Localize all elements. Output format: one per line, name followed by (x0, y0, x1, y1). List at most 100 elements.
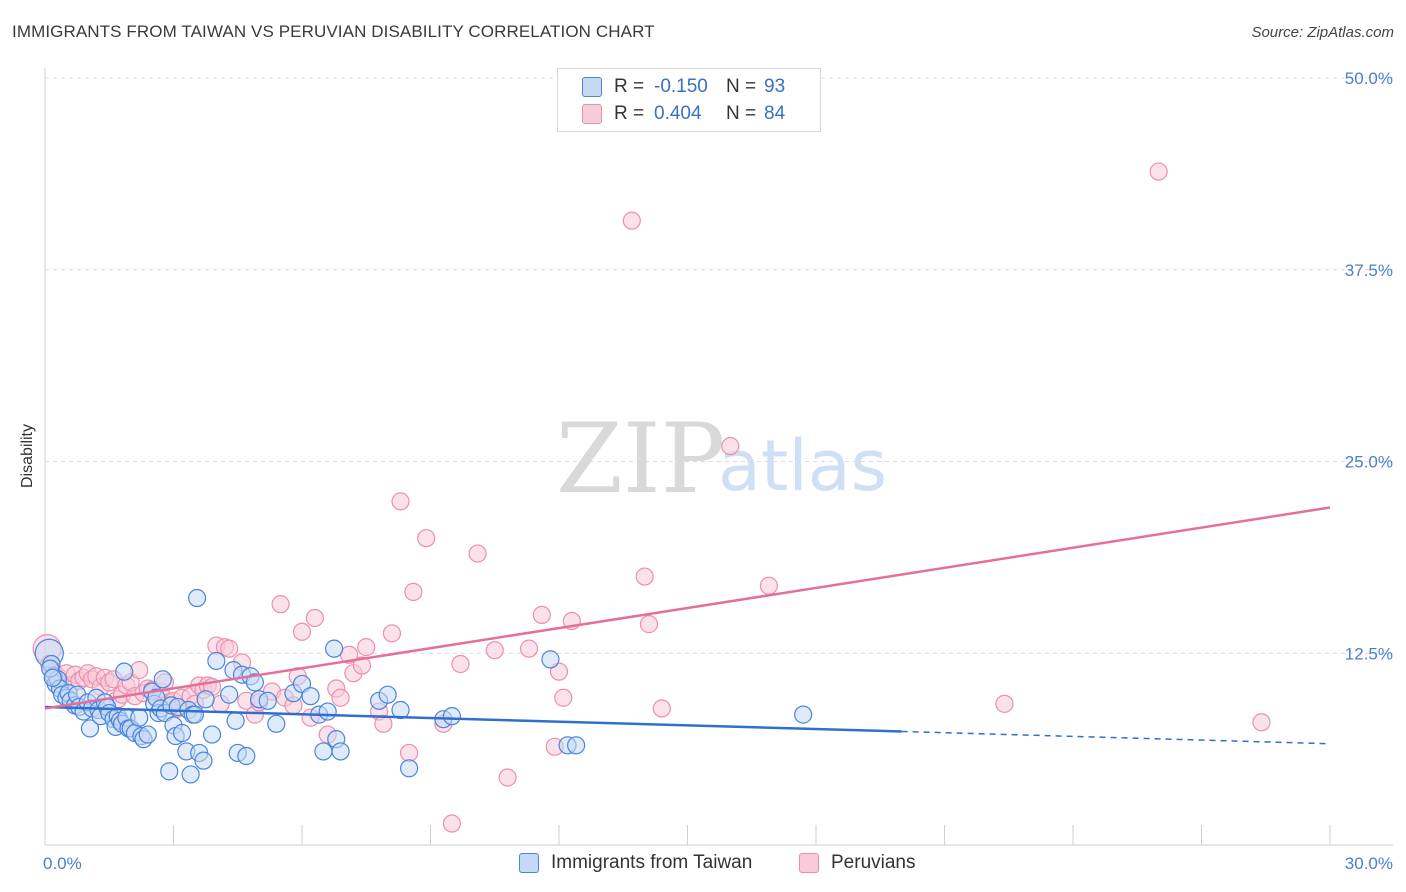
taiwan-point (567, 736, 586, 755)
peru-point (220, 639, 239, 658)
taiwan-point (399, 759, 419, 778)
series-legend-peru: Peruvians (799, 852, 916, 874)
taiwan-point (318, 702, 337, 721)
taiwan-trend-extension (901, 730, 1331, 745)
y-tick-label: 12.5% (1345, 644, 1393, 663)
peru-point (305, 608, 324, 628)
taiwan-point (325, 639, 344, 658)
taiwan-point (226, 711, 245, 730)
taiwan-point (220, 685, 239, 704)
taiwan-trend-line (44, 705, 902, 733)
series-legend-taiwan: Immigrants from Taiwan (519, 852, 752, 874)
taiwan-point (138, 725, 157, 744)
peru-point (519, 639, 539, 658)
series-swatch-peru (799, 853, 819, 873)
taiwan-point (331, 742, 350, 761)
y-tick-label: 37.5% (1345, 261, 1393, 280)
legend-n-value: 93 (764, 76, 786, 97)
peru-point (1149, 162, 1168, 181)
taiwan-point (194, 751, 213, 770)
x-tick-label-max: 30.0% (1345, 854, 1393, 873)
correlation-legend: R = -0.150 N = 93 R = 0.404 N = 84 (557, 68, 821, 132)
legend-r-value: 0.404 (654, 103, 702, 124)
peru-point (532, 605, 551, 625)
peru-point (130, 661, 149, 680)
taiwan-point (442, 707, 462, 726)
taiwan-point (202, 725, 222, 744)
taiwan-point (267, 714, 286, 733)
taiwan-point (153, 670, 172, 689)
legend-n-label: N = (726, 76, 757, 97)
peru-point (995, 694, 1014, 713)
taiwan-point (80, 719, 100, 738)
chart-title: IMMIGRANTS FROM TAIWAN VS PERUVIAN DISAB… (12, 22, 655, 41)
legend-r-label: R = (614, 103, 645, 124)
taiwan-point (207, 651, 226, 671)
trend-lines (44, 506, 1331, 745)
peru-point (652, 699, 671, 718)
series-label-peru: Peruvians (831, 852, 916, 873)
taiwan-point (794, 705, 813, 724)
legend-r-label: R = (614, 76, 645, 97)
taiwan-point (378, 685, 397, 704)
taiwan-point (43, 668, 62, 687)
legend-row-peru: R = 0.404 N = 84 (582, 102, 785, 126)
peru-point (417, 529, 436, 548)
peru-trend-line (44, 506, 1331, 710)
peru-point (498, 768, 517, 787)
peru-point (759, 576, 778, 595)
taiwan-points (34, 588, 813, 784)
legend-row-taiwan: R = -0.150 N = 93 (582, 75, 785, 99)
peru-point (382, 624, 402, 643)
taiwan-point (245, 673, 264, 692)
series-label-taiwan: Immigrants from Taiwan (551, 852, 753, 873)
peru-point (549, 662, 569, 681)
legend-r-value: -0.150 (654, 76, 708, 97)
y-tick-label: 50.0% (1345, 69, 1393, 88)
watermark-zip: ZIP (556, 403, 725, 515)
taiwan-point (301, 687, 320, 706)
peru-point (357, 638, 376, 657)
taiwan-point (258, 691, 277, 710)
peru-point (271, 595, 290, 614)
taiwan-point (541, 650, 560, 669)
peru-point (451, 654, 470, 674)
taiwan-point (160, 762, 179, 781)
peru-point (391, 492, 410, 511)
taiwan-point (187, 588, 207, 608)
x-tick-label-min: 0.0% (43, 854, 82, 873)
taiwan-point (130, 708, 149, 727)
peru-point (399, 743, 419, 763)
legend-swatch-peru (582, 104, 602, 124)
peru-point (292, 622, 312, 641)
peru-point (622, 211, 641, 230)
taiwan-point (196, 690, 215, 709)
taiwan-point (237, 746, 256, 766)
series-legend: Immigrants from Taiwan Peruvians (0, 852, 1406, 878)
taiwan-point (314, 742, 333, 761)
axes (44, 68, 1393, 846)
source-credit: Source: ZipAtlas.com (1251, 24, 1394, 41)
peru-point (404, 582, 423, 601)
peru-point (374, 714, 393, 733)
taiwan-point (181, 765, 200, 784)
peru-point (442, 814, 462, 833)
peru-point (635, 567, 654, 586)
taiwan-point (115, 662, 134, 681)
peru-point (639, 615, 659, 634)
y-tick-label: 25.0% (1345, 453, 1393, 472)
watermark-atlas: atlas (718, 425, 887, 507)
peru-point (485, 641, 504, 660)
peru-point (352, 656, 372, 675)
tick-labels: 12.5% 25.0% 37.5% 50.0% 0.0% 30.0% (43, 69, 1393, 873)
gridlines (45, 77, 1393, 654)
watermark: ZIP atlas (556, 403, 887, 515)
peru-point (1252, 713, 1271, 732)
peru-point (331, 688, 350, 707)
peru-point (554, 688, 573, 707)
taiwan-point (292, 674, 312, 694)
peru-point (721, 437, 740, 456)
legend-n-label: N = (726, 103, 757, 124)
legend-swatch-taiwan (582, 77, 602, 97)
